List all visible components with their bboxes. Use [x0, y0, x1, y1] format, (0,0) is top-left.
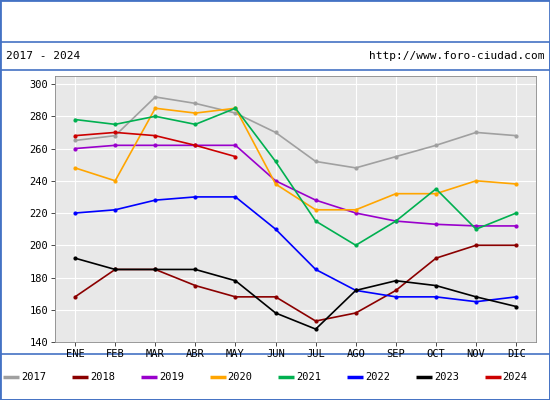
Text: 2023: 2023 — [434, 372, 459, 382]
Text: Evolucion del paro registrado en La Garrovilla: Evolucion del paro registrado en La Garr… — [74, 14, 476, 28]
Text: 2022: 2022 — [365, 372, 390, 382]
Text: 2024: 2024 — [503, 372, 527, 382]
Text: 2020: 2020 — [228, 372, 252, 382]
Text: 2017: 2017 — [21, 372, 46, 382]
Text: 2018: 2018 — [90, 372, 115, 382]
Text: 2021: 2021 — [296, 372, 321, 382]
Text: 2019: 2019 — [159, 372, 184, 382]
Text: 2017 - 2024: 2017 - 2024 — [6, 51, 80, 61]
Text: http://www.foro-ciudad.com: http://www.foro-ciudad.com — [369, 51, 544, 61]
